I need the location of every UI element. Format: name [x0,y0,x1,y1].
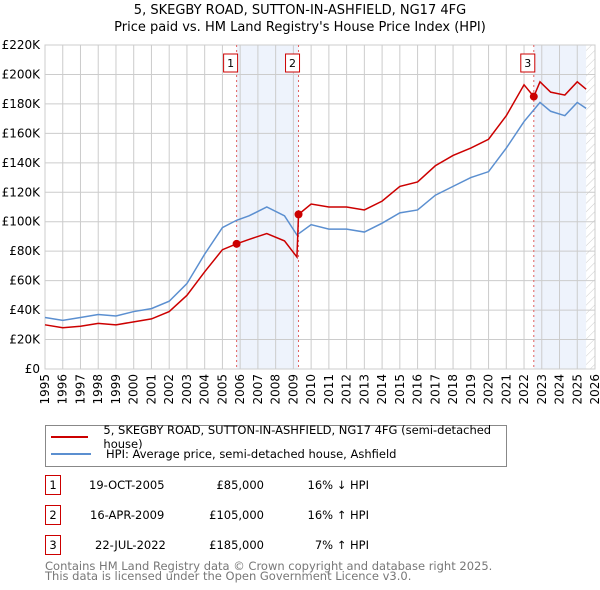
x-tick-label: 2010 [304,374,318,405]
sale-point [232,239,241,248]
transaction-hpi: 16% ↓ HPI [307,478,369,492]
x-tick-label: 2026 [588,374,600,405]
price-chart: £0 £20K £40K £60K £80K £100K £120K £140K £160K £1… [2,38,600,405]
x-tick-label: 1999 [109,374,123,405]
y-tick-label: £140K [2,156,42,170]
x-tick-label: 2003 [180,374,194,405]
footer-licence: This data is licensed under the Open Gov… [45,569,412,583]
transaction-marker: 1 [45,475,61,495]
x-tick-label: 1997 [73,374,87,405]
series-line [44,80,587,329]
y-tick-label: £200K [2,67,42,81]
chart-title: 5, SKEGBY ROAD, SUTTON-IN-ASHFIELD, NG17… [133,3,467,18]
x-tick-label: 2014 [375,374,389,405]
transaction-price: £105,000 [209,508,264,522]
x-tick-label: 2002 [162,374,176,405]
x-tick-label: 2020 [482,374,496,405]
transaction-date: 16-APR-2009 [90,508,165,522]
transaction-price: £85,000 [216,478,264,492]
x-tick-label: 2024 [553,374,567,405]
sale-marker-label: 2 [289,57,296,70]
y-tick-label: £120K [2,185,42,199]
legend-item-hpi: HPI: Average price, semi-detached house,… [46,446,396,462]
chart-subtitle: Price paid vs. HM Land Registry's House … [114,20,486,35]
sale-marker-box [520,53,536,73]
transaction-hpi: 7% ↑ HPI [314,538,369,552]
future-hatch [586,45,595,369]
y-tick-label: £80K [9,244,41,258]
plot-frame [44,44,596,370]
sale-marker-label: 3 [524,57,531,70]
sale-point [294,210,303,219]
x-tick-label: 2016 [411,374,425,405]
x-tick-label: 1996 [56,374,70,405]
legend-item-property: 5, SKEGBY ROAD, SUTTON-IN-ASHFIELD, NG17… [46,423,506,451]
sale-marker-label: 1 [227,57,234,70]
transaction-marker: 3 [45,535,61,555]
x-tick-label: 1995 [38,374,52,405]
footer-copyright: Contains HM Land Registry data © Crown c… [45,559,493,573]
y-tick-label: £40K [9,303,41,317]
x-tick-label: 2004 [198,374,212,405]
x-tick-label: 2011 [322,374,336,405]
x-tick-label: 2000 [127,374,141,405]
series-line [44,101,587,322]
x-tick-label: 2018 [446,374,460,405]
transaction-date: 19-OCT-2005 [89,478,165,492]
x-tick-label: 2019 [464,374,478,405]
x-tick-label: 2023 [535,374,549,405]
transaction-row: 2 16-APR-2009 £105,000 16% ↑ HPI [45,505,445,525]
transaction-price: £185,000 [209,538,264,552]
x-tick-label: 2001 [144,374,158,405]
x-tick-label: 2009 [286,374,300,405]
transaction-row: 1 19-OCT-2005 £85,000 16% ↓ HPI [45,475,445,495]
y-tick-label: £160K [2,126,42,140]
y-tick-label: £0 [25,362,40,376]
x-tick-label: 2017 [428,374,442,405]
x-tick-label: 2005 [215,374,229,405]
x-tick-label: 2006 [233,374,247,405]
x-tick-label: 2013 [357,374,371,405]
legend: 5, SKEGBY ROAD, SUTTON-IN-ASHFIELD, NG17… [45,423,507,467]
footer: Contains HM Land Registry data © Crown c… [45,559,493,583]
sale-marker-box [285,53,301,73]
x-tick-label: 2015 [393,374,407,405]
x-tick-label: 2025 [570,374,584,405]
sale-point [529,92,538,101]
legend-label: HPI: Average price, semi-detached house,… [106,447,397,461]
sale-marker-box [223,53,239,73]
x-tick-label: 2021 [499,374,513,405]
y-tick-label: £100K [2,215,42,229]
x-tick-label: 2007 [251,374,265,405]
y-tick-label: £220K [2,38,42,52]
x-tick-label: 2012 [340,374,354,405]
y-tick-label: £20K [9,333,41,347]
legend-swatch [51,436,89,438]
legend-label: 5, SKEGBY ROAD, SUTTON-IN-ASHFIELD, NG17… [103,423,492,451]
transaction-date: 22-JUL-2022 [95,538,166,552]
y-tick-label: £60K [9,274,41,288]
y-tick-label: £180K [2,97,42,111]
x-tick-label: 2022 [517,374,531,405]
x-tick-label: 2008 [269,374,283,405]
x-tick-label: 1998 [91,374,105,405]
transaction-marker: 2 [45,505,61,525]
transaction-row: 3 22-JUL-2022 £185,000 7% ↑ HPI [45,535,445,555]
transaction-hpi: 16% ↑ HPI [307,508,369,522]
legend-swatch [51,453,91,455]
